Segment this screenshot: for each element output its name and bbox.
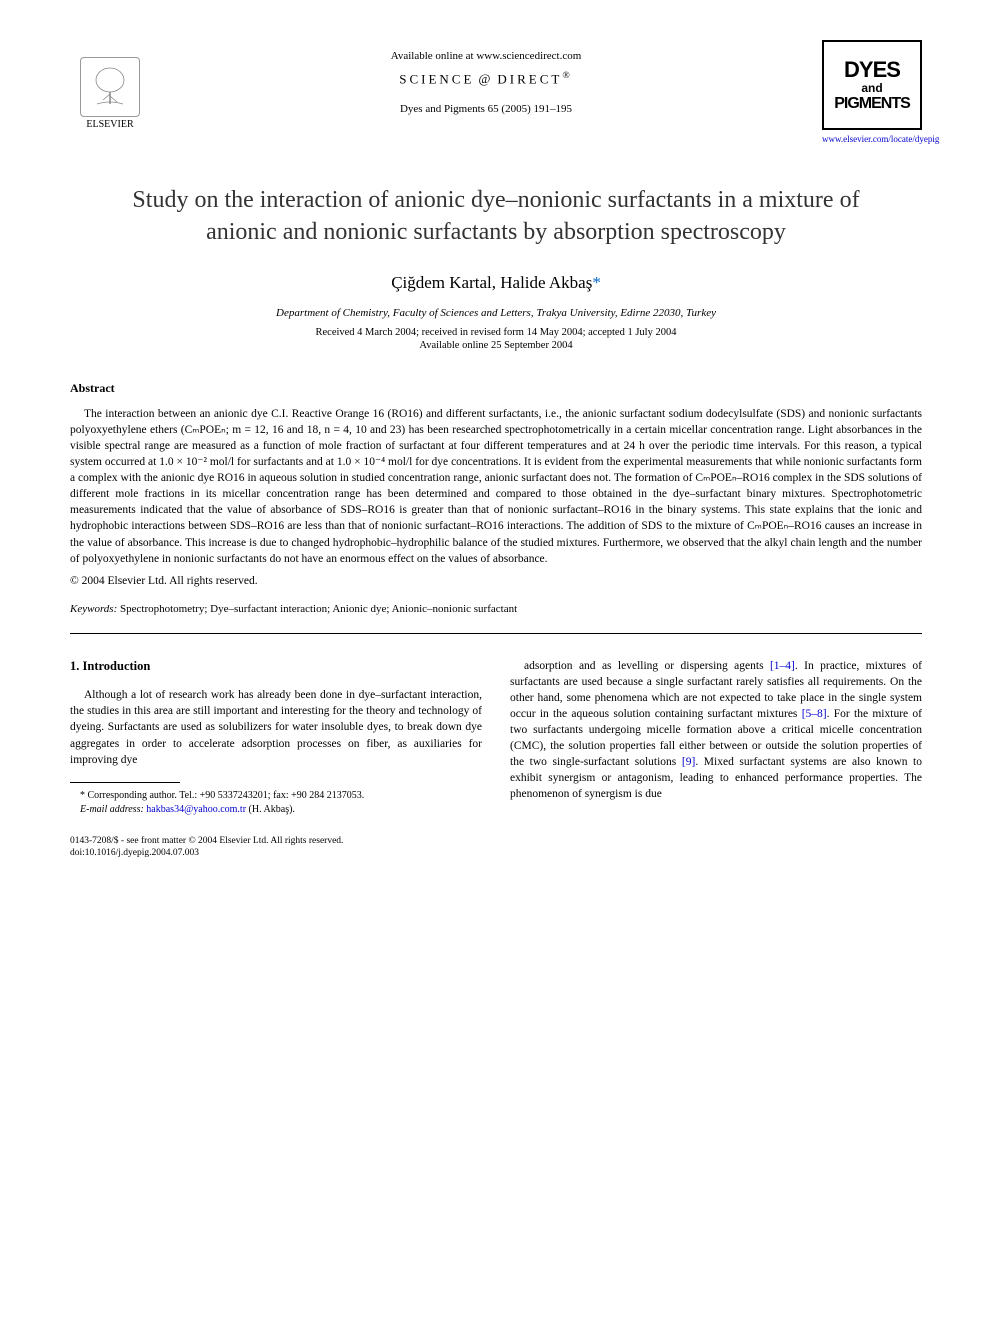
abstract-heading: Abstract [70,381,922,396]
left-column: 1. Introduction Although a lot of resear… [70,658,482,817]
history-dates: Received 4 March 2004; received in revis… [70,327,922,338]
keywords-text: Spectrophotometry; Dye–surfactant intera… [117,603,517,615]
intro-paragraph-col2: adsorption and as levelling or dispersin… [510,658,922,803]
keywords-line: Keywords: Spectrophotometry; Dye–surfact… [70,603,922,634]
elsevier-tree-icon [80,57,140,117]
journal-logo-block: DYES and PIGMENTS www.elsevier.com/locat… [822,40,922,144]
email-label: E-mail address: [80,804,144,815]
abstract-body: The interaction between an anionic dye C… [70,406,922,567]
section-1-heading: 1. Introduction [70,658,482,676]
available-online-date: Available online 25 September 2004 [70,340,922,351]
footer-front-matter: 0143-7208/$ - see front matter © 2004 El… [70,835,922,847]
body-columns: 1. Introduction Although a lot of resear… [70,658,922,817]
available-online-text: Available online at www.sciencedirect.co… [150,50,822,62]
ref-link-5-8[interactable]: [5–8] [802,708,827,720]
affiliation-text: Department of Chemistry, Faculty of Scie… [70,307,922,319]
author-email-link[interactable]: hakbas34@yahoo.com.tr [146,804,246,815]
journal-logo-box: DYES and PIGMENTS [822,40,922,130]
authors-line: Çiğdem Kartal, Halide Akbaş* [70,273,922,293]
footnote-separator [70,782,180,783]
elsevier-logo: ELSEVIER [70,40,150,130]
intro-paragraph-col1: Although a lot of research work has alre… [70,687,482,767]
page-header: ELSEVIER Available online at www.science… [70,40,922,144]
footer-doi: doi:10.1016/j.dyepig.2004.07.003 [70,847,922,859]
header-center: Available online at www.sciencedirect.co… [150,40,822,115]
corresponding-author-star: * [592,273,601,292]
citation-text: Dyes and Pigments 65 (2005) 191–195 [150,103,822,115]
sciencedirect-logo: SCIENCE@DIRECT® [150,70,822,87]
ref-link-9[interactable]: [9] [682,756,695,768]
at-symbol-icon: @ [478,71,493,87]
journal-homepage-link[interactable]: www.elsevier.com/locate/dyepig [822,134,922,144]
email-footnote: E-mail address: hakbas34@yahoo.com.tr (H… [70,803,482,817]
article-title: Study on the interaction of anionic dye–… [110,184,882,249]
ref-link-1-4[interactable]: [1–4] [770,660,795,672]
keywords-label: Keywords: [70,603,117,615]
elsevier-label: ELSEVIER [86,119,133,130]
abstract-copyright: © 2004 Elsevier Ltd. All rights reserved… [70,575,922,587]
right-column: adsorption and as levelling or dispersin… [510,658,922,817]
page-footer: 0143-7208/$ - see front matter © 2004 El… [70,835,922,860]
corresponding-author-footnote: * Corresponding author. Tel.: +90 533724… [70,789,482,803]
